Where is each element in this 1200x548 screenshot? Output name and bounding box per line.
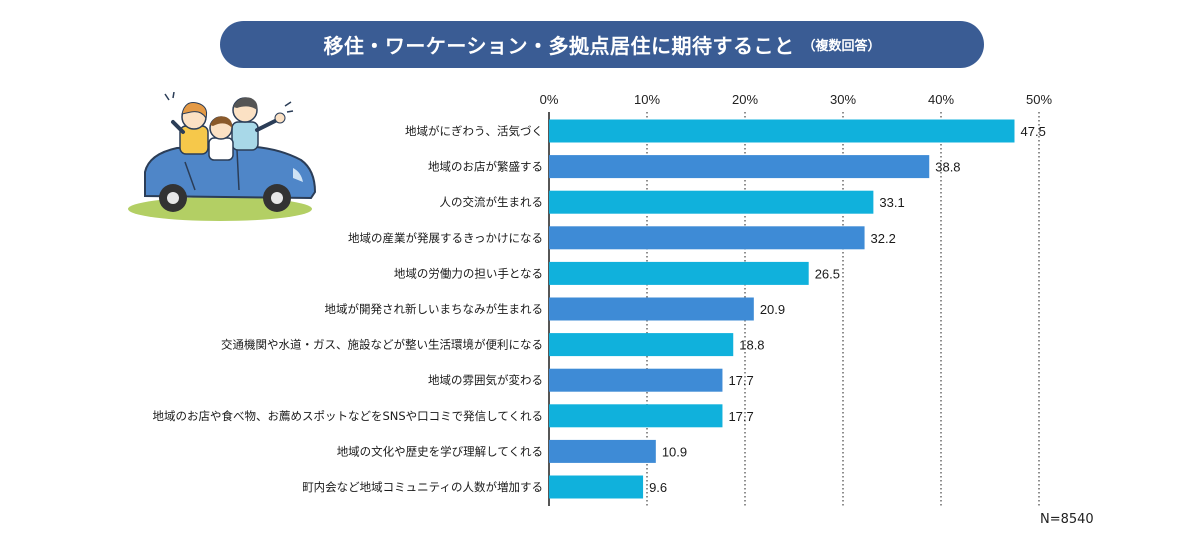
category-label: 地域の雰囲気が変わる — [428, 373, 543, 387]
category-label: 交通機関や水道・ガス、施設などが整い生活環境が便利になる — [221, 338, 543, 352]
chart-title: 移住・ワーケーション・多拠点居住に期待すること — [323, 34, 795, 58]
x-tick-label: 30% — [830, 92, 856, 107]
bar-value-label: 33.1 — [879, 195, 904, 210]
chart-title-banner: 移住・ワーケーション・多拠点居住に期待すること （複数回答） — [220, 21, 984, 68]
bar-value-label: 20.9 — [760, 302, 785, 317]
bar-value-label: 17.7 — [728, 373, 753, 388]
category-label: 地域の文化や歴史を学び理解してくれる — [337, 444, 543, 458]
bar — [549, 368, 723, 392]
sample-size-note: N=8540 — [1040, 512, 1094, 527]
x-tick-label: 50% — [1026, 92, 1052, 107]
chart-subtitle: （複数回答） — [802, 39, 881, 54]
bar — [549, 404, 723, 428]
category-label: 人の交流が生まれる — [440, 195, 544, 209]
category-label: 地域がにぎわう、活気づく — [405, 124, 543, 138]
x-tick-label: 10% — [634, 92, 660, 107]
bar — [549, 475, 644, 499]
category-label: 地域が開発され新しいまちなみが生まれる — [325, 302, 544, 316]
bar-value-label: 26.5 — [815, 266, 840, 281]
bar-value-label: 47.5 — [1021, 124, 1046, 139]
bar-value-label: 18.8 — [739, 338, 764, 353]
category-label: 地域の労働力の担い手となる — [394, 266, 543, 280]
bar — [549, 190, 874, 214]
bar-value-label: 38.8 — [935, 160, 960, 175]
bar-value-label: 10.9 — [662, 444, 687, 459]
bar — [549, 439, 656, 463]
x-tick-label: 20% — [732, 92, 758, 107]
bar-value-label: 32.2 — [871, 231, 896, 246]
bar — [549, 297, 754, 321]
bar-value-label: 17.7 — [728, 409, 753, 424]
family-in-car-icon — [128, 92, 317, 221]
bar — [549, 226, 865, 250]
category-label: 地域のお店や食べ物、お薦めスポットなどをSNSや口コミで発信してくれる — [152, 409, 543, 423]
bar — [549, 119, 1015, 143]
category-label: 町内会など地域コミュニティの人数が増加する — [302, 480, 543, 494]
x-tick-label: 40% — [928, 92, 954, 107]
bar — [549, 333, 734, 357]
category-label: 地域のお店が繁盛する — [428, 160, 543, 174]
bar — [549, 155, 930, 179]
bar — [549, 261, 809, 285]
x-tick-label: 0% — [540, 92, 559, 107]
category-label: 地域の産業が発展するきっかけになる — [348, 231, 543, 245]
bar-value-label: 9.6 — [649, 480, 667, 495]
